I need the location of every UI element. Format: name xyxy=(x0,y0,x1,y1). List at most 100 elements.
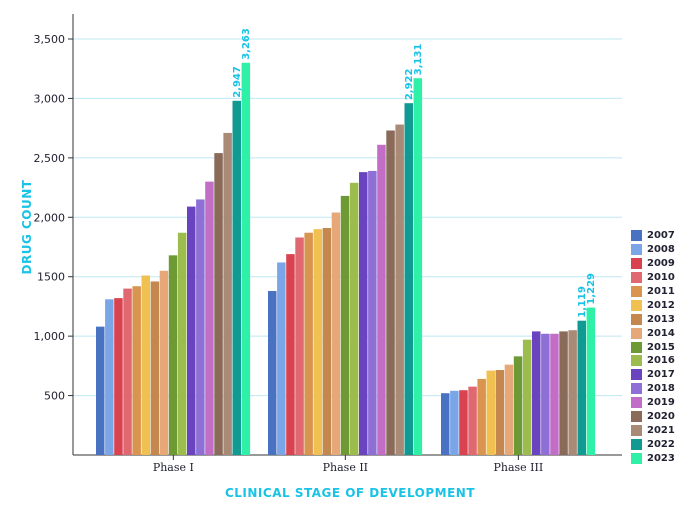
bar xyxy=(96,326,105,455)
legend-item: 2008 xyxy=(631,243,699,257)
legend-label: 2016 xyxy=(647,355,675,367)
legend-swatch xyxy=(631,452,642,464)
legend-item: 2015 xyxy=(631,340,699,354)
bar xyxy=(359,172,368,455)
legend-swatch xyxy=(631,438,642,450)
bar xyxy=(232,100,241,455)
bar xyxy=(586,307,596,455)
bar xyxy=(413,78,423,456)
bar xyxy=(486,370,495,455)
bar xyxy=(331,212,341,455)
bar xyxy=(568,330,577,455)
legend-swatch xyxy=(631,327,642,339)
legend-label: 2020 xyxy=(647,411,675,423)
legend-label: 2008 xyxy=(647,244,675,256)
y-axis-title: DRUG COUNT xyxy=(20,179,34,275)
bar xyxy=(368,170,377,455)
y-tick-label: 3,500 xyxy=(34,33,66,46)
legend-label: 2015 xyxy=(647,341,675,353)
data-label: 3,131 xyxy=(413,44,424,76)
legend-swatch xyxy=(631,258,642,270)
legend-item: 2010 xyxy=(631,271,699,285)
bar xyxy=(559,331,568,455)
bar xyxy=(159,270,169,455)
data-label: 2,922 xyxy=(404,69,415,101)
bar xyxy=(522,339,532,455)
legend-swatch xyxy=(631,313,642,325)
legend-item: 2018 xyxy=(631,382,699,396)
bar xyxy=(241,62,251,456)
bar xyxy=(304,232,313,455)
legend-swatch xyxy=(631,383,642,395)
bar xyxy=(404,103,413,455)
legend-label: 2010 xyxy=(647,272,675,284)
data-label: 1,119 xyxy=(577,286,588,318)
x-tick-label: Phase III xyxy=(493,461,543,474)
y-tick-label: 3,000 xyxy=(34,92,66,105)
y-tick-label: 2,000 xyxy=(34,211,66,224)
bar xyxy=(196,199,205,455)
legend-swatch xyxy=(631,411,642,423)
y-tick-label: 1500 xyxy=(37,271,65,284)
bar xyxy=(395,124,404,455)
legend-label: 2022 xyxy=(647,438,675,450)
bar xyxy=(349,182,359,455)
legend-swatch xyxy=(631,244,642,256)
x-axis-title: CLINICAL STAGE OF DEVELOPMENT xyxy=(224,486,476,500)
legend-swatch xyxy=(631,424,642,436)
bar xyxy=(450,390,459,455)
bar xyxy=(277,262,286,455)
legend-item: 2022 xyxy=(631,437,699,451)
bar xyxy=(577,320,586,455)
bar xyxy=(168,255,178,455)
x-tick-label: Phase II xyxy=(323,461,368,474)
legend-item: 2013 xyxy=(631,312,699,326)
bar xyxy=(313,229,322,455)
bar xyxy=(377,144,386,456)
bar xyxy=(205,181,214,455)
bar xyxy=(495,370,505,455)
bar xyxy=(340,195,350,456)
bar xyxy=(459,390,468,455)
legend-label: 2011 xyxy=(647,286,675,297)
bar xyxy=(187,206,196,455)
legend-item: 2023 xyxy=(631,451,699,465)
bar xyxy=(441,393,450,455)
y-tick-label: 1,000 xyxy=(34,330,66,343)
bar xyxy=(132,286,141,455)
legend-label: 2017 xyxy=(647,369,675,381)
legend-item: 2007 xyxy=(631,229,699,243)
legend-swatch xyxy=(631,369,642,381)
bar xyxy=(150,281,160,455)
y-tick-label: 2,500 xyxy=(34,152,66,165)
legend-swatch xyxy=(631,341,642,353)
bar xyxy=(295,237,304,455)
bar xyxy=(513,356,523,455)
legend-item: 2016 xyxy=(631,354,699,368)
bar xyxy=(322,227,332,455)
legend-swatch xyxy=(631,286,642,297)
legend-swatch xyxy=(631,272,642,284)
bar xyxy=(504,364,514,455)
bar xyxy=(550,333,559,455)
legend-item: 2011 xyxy=(631,285,699,299)
bar xyxy=(286,254,295,455)
legend-label: 2007 xyxy=(647,230,675,242)
bar xyxy=(532,331,541,455)
legend-item: 2012 xyxy=(631,298,699,312)
bar xyxy=(386,130,395,455)
legend-label: 2019 xyxy=(647,397,675,409)
bar xyxy=(223,132,232,455)
legend-label: 2013 xyxy=(647,313,675,325)
bar xyxy=(477,378,486,455)
bar xyxy=(214,153,223,456)
legend-label: 2012 xyxy=(647,299,675,311)
bar xyxy=(541,333,550,455)
legend-swatch xyxy=(631,397,642,409)
legend-swatch xyxy=(631,230,642,242)
bar xyxy=(177,232,187,455)
legend: 2007 2008 2009 2010 2011 2012 2013 2014 2015 2016… xyxy=(631,229,699,465)
legend-label: 2009 xyxy=(647,258,675,270)
legend-label: 2014 xyxy=(647,327,675,339)
